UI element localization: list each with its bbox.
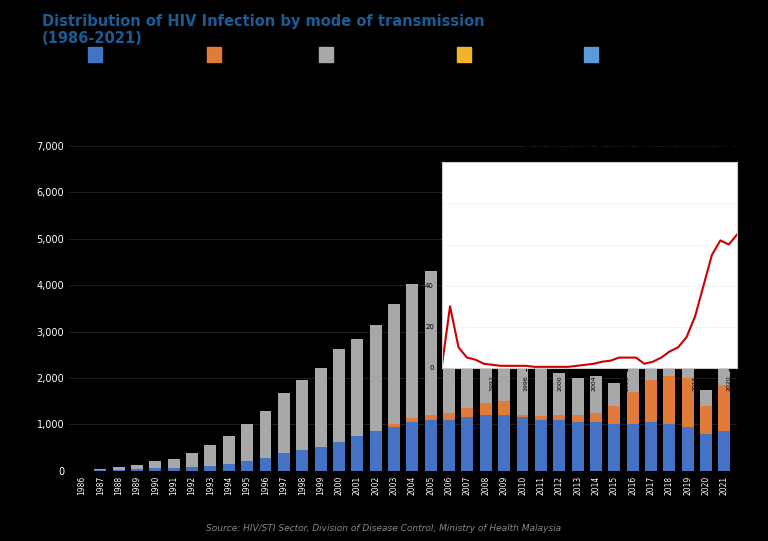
Bar: [719, 385, 730, 431]
Bar: [700, 390, 712, 406]
Bar: [608, 382, 621, 406]
Bar: [167, 468, 180, 471]
Bar: [315, 446, 326, 471]
Bar: [553, 415, 565, 420]
Bar: [627, 366, 639, 392]
Bar: [204, 466, 217, 471]
Bar: [517, 417, 528, 471]
Bar: [664, 375, 675, 424]
Bar: [480, 415, 492, 471]
Bar: [682, 427, 694, 471]
Bar: [517, 415, 528, 417]
Bar: [425, 415, 437, 420]
Bar: [296, 450, 308, 471]
Bar: [113, 466, 124, 470]
Bar: [186, 453, 198, 467]
Bar: [94, 469, 106, 471]
Bar: [719, 431, 730, 471]
Bar: [443, 420, 455, 471]
Bar: [645, 359, 657, 380]
Bar: [296, 380, 308, 450]
Bar: [719, 368, 730, 385]
Bar: [664, 424, 675, 471]
Bar: [388, 427, 400, 471]
Bar: [645, 380, 657, 422]
Bar: [553, 373, 565, 415]
Bar: [571, 378, 584, 415]
Text: %: %: [406, 158, 412, 164]
Bar: [241, 424, 253, 461]
Bar: [406, 418, 419, 422]
Bar: [608, 406, 621, 424]
Bar: [535, 420, 547, 471]
Bar: [150, 461, 161, 469]
Bar: [645, 422, 657, 471]
Bar: [535, 316, 547, 416]
Bar: [131, 469, 143, 471]
Bar: [682, 360, 694, 378]
Bar: [278, 453, 290, 471]
Bar: [425, 271, 437, 415]
Bar: [351, 436, 363, 471]
Text: NEW INFECTION ATTRIBUTABLE TO HOMOSEXUAL
TRANSMISSION: NEW INFECTION ATTRIBUTABLE TO HOMOSEXUAL…: [524, 141, 737, 160]
Bar: [571, 415, 584, 422]
Bar: [406, 422, 419, 471]
Bar: [369, 325, 382, 431]
Bar: [608, 424, 621, 471]
Bar: [260, 411, 272, 458]
Bar: [664, 357, 675, 375]
Bar: [388, 424, 400, 427]
Bar: [443, 269, 455, 413]
Bar: [333, 442, 345, 471]
Bar: [204, 445, 217, 466]
Bar: [223, 437, 235, 464]
Bar: [462, 274, 473, 408]
Bar: [535, 416, 547, 420]
Bar: [260, 458, 272, 471]
Bar: [369, 431, 382, 471]
Bar: [278, 393, 290, 453]
Bar: [462, 408, 473, 417]
Bar: [333, 349, 345, 442]
Bar: [700, 406, 712, 433]
Bar: [571, 422, 584, 471]
Bar: [590, 375, 602, 413]
Bar: [498, 415, 510, 471]
Bar: [700, 433, 712, 471]
Bar: [682, 378, 694, 427]
Bar: [425, 420, 437, 471]
Bar: [186, 467, 198, 471]
Bar: [462, 417, 473, 471]
Bar: [627, 424, 639, 471]
Bar: [590, 413, 602, 422]
Bar: [241, 461, 253, 471]
Bar: [517, 315, 528, 415]
Text: Source: HIV/STI Sector, Division of Disease Control, Ministry of Health Malaysia: Source: HIV/STI Sector, Division of Dise…: [207, 524, 561, 533]
Bar: [315, 368, 326, 446]
Bar: [480, 283, 492, 404]
Bar: [553, 420, 565, 471]
Bar: [480, 404, 492, 415]
Text: Distribution of HIV Infection by mode of transmission
(1986-2021): Distribution of HIV Infection by mode of…: [42, 14, 485, 46]
Bar: [131, 465, 143, 469]
Bar: [351, 339, 363, 436]
Bar: [498, 285, 510, 401]
Bar: [627, 392, 639, 424]
Bar: [590, 422, 602, 471]
Bar: [388, 304, 400, 424]
Bar: [443, 413, 455, 420]
Bar: [498, 401, 510, 415]
Bar: [150, 469, 161, 471]
Bar: [223, 464, 235, 471]
Bar: [406, 284, 419, 418]
Bar: [167, 459, 180, 468]
